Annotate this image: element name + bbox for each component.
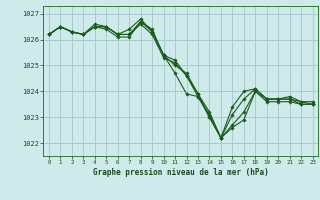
X-axis label: Graphe pression niveau de la mer (hPa): Graphe pression niveau de la mer (hPa) — [93, 168, 269, 177]
